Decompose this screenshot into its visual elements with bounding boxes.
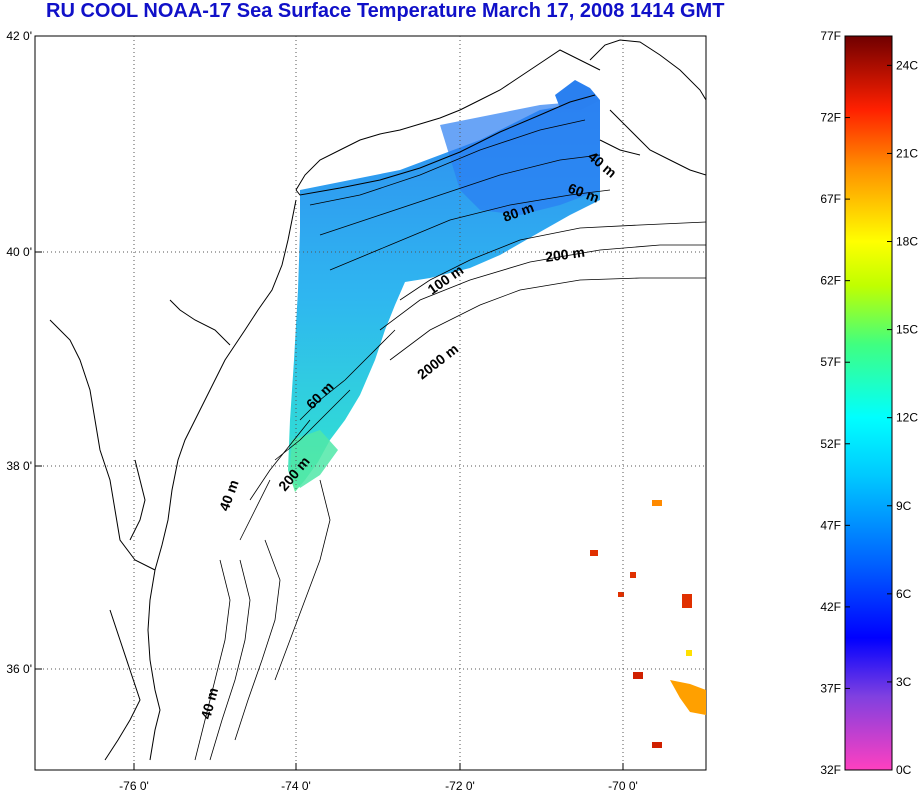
axis-ticks xyxy=(35,35,624,770)
colorbar-f-label: 67F xyxy=(820,192,841,206)
map-frame xyxy=(34,35,707,771)
colorbar-f-label: 57F xyxy=(820,355,841,369)
chart-title: RU COOL NOAA-17 Sea Surface Temperature … xyxy=(46,0,725,22)
colorbar-ticks xyxy=(845,35,892,771)
colorbar-f-label: 47F xyxy=(820,518,841,532)
lat-label: 38 0' xyxy=(6,459,32,473)
warm-patch xyxy=(633,672,643,679)
warm-patch xyxy=(686,650,692,656)
colorbar-f-label: 52F xyxy=(820,437,841,451)
colorbar-c-label: 24C xyxy=(896,58,918,72)
colorbar-c-label: 3C xyxy=(896,675,912,689)
colorbar-f-label: 42F xyxy=(820,600,841,614)
sst-green-patch xyxy=(290,430,338,488)
colorbar-f-label: 72F xyxy=(820,111,841,125)
sst-cape-cod xyxy=(555,80,600,110)
colorbar-c-label: 12C xyxy=(896,411,918,425)
bathymetry-contours xyxy=(194,119,706,761)
warm-patch xyxy=(682,594,692,608)
warm-patch xyxy=(652,742,662,748)
contour-label: 40 m xyxy=(197,686,221,721)
warm-patch xyxy=(590,550,598,556)
lon-label: -76 0' xyxy=(119,779,149,793)
warm-patch xyxy=(652,500,662,506)
lat-label: 40 0' xyxy=(6,245,32,259)
lat-label: 42 0' xyxy=(6,29,32,43)
colorbar-c-label: 18C xyxy=(896,235,918,249)
colorbar-f-label: 37F xyxy=(820,681,841,695)
lon-label: -74 0' xyxy=(281,779,311,793)
coastline xyxy=(49,39,706,761)
contour-label: 200 m xyxy=(544,244,586,265)
warm-patch xyxy=(618,592,624,597)
colorbar-c-label: 6C xyxy=(896,587,912,601)
colorbar xyxy=(844,35,893,771)
colorbar-c-label: 15C xyxy=(896,323,918,337)
warm-patch xyxy=(670,680,706,715)
lon-label: -72 0' xyxy=(445,779,475,793)
colorbar-f-label: 77F xyxy=(820,29,841,43)
colorbar-c-label: 0C xyxy=(896,763,912,777)
colorbar-f-label: 32F xyxy=(820,763,841,777)
warm-patch xyxy=(630,572,636,578)
lon-label: -70 0' xyxy=(608,779,638,793)
lat-label: 36 0' xyxy=(6,662,32,676)
colorbar-f-label: 62F xyxy=(820,274,841,288)
colorbar-c-label: 21C xyxy=(896,146,918,160)
sst-swath-bright xyxy=(440,100,600,215)
colorbar-c-label: 9C xyxy=(896,499,912,513)
